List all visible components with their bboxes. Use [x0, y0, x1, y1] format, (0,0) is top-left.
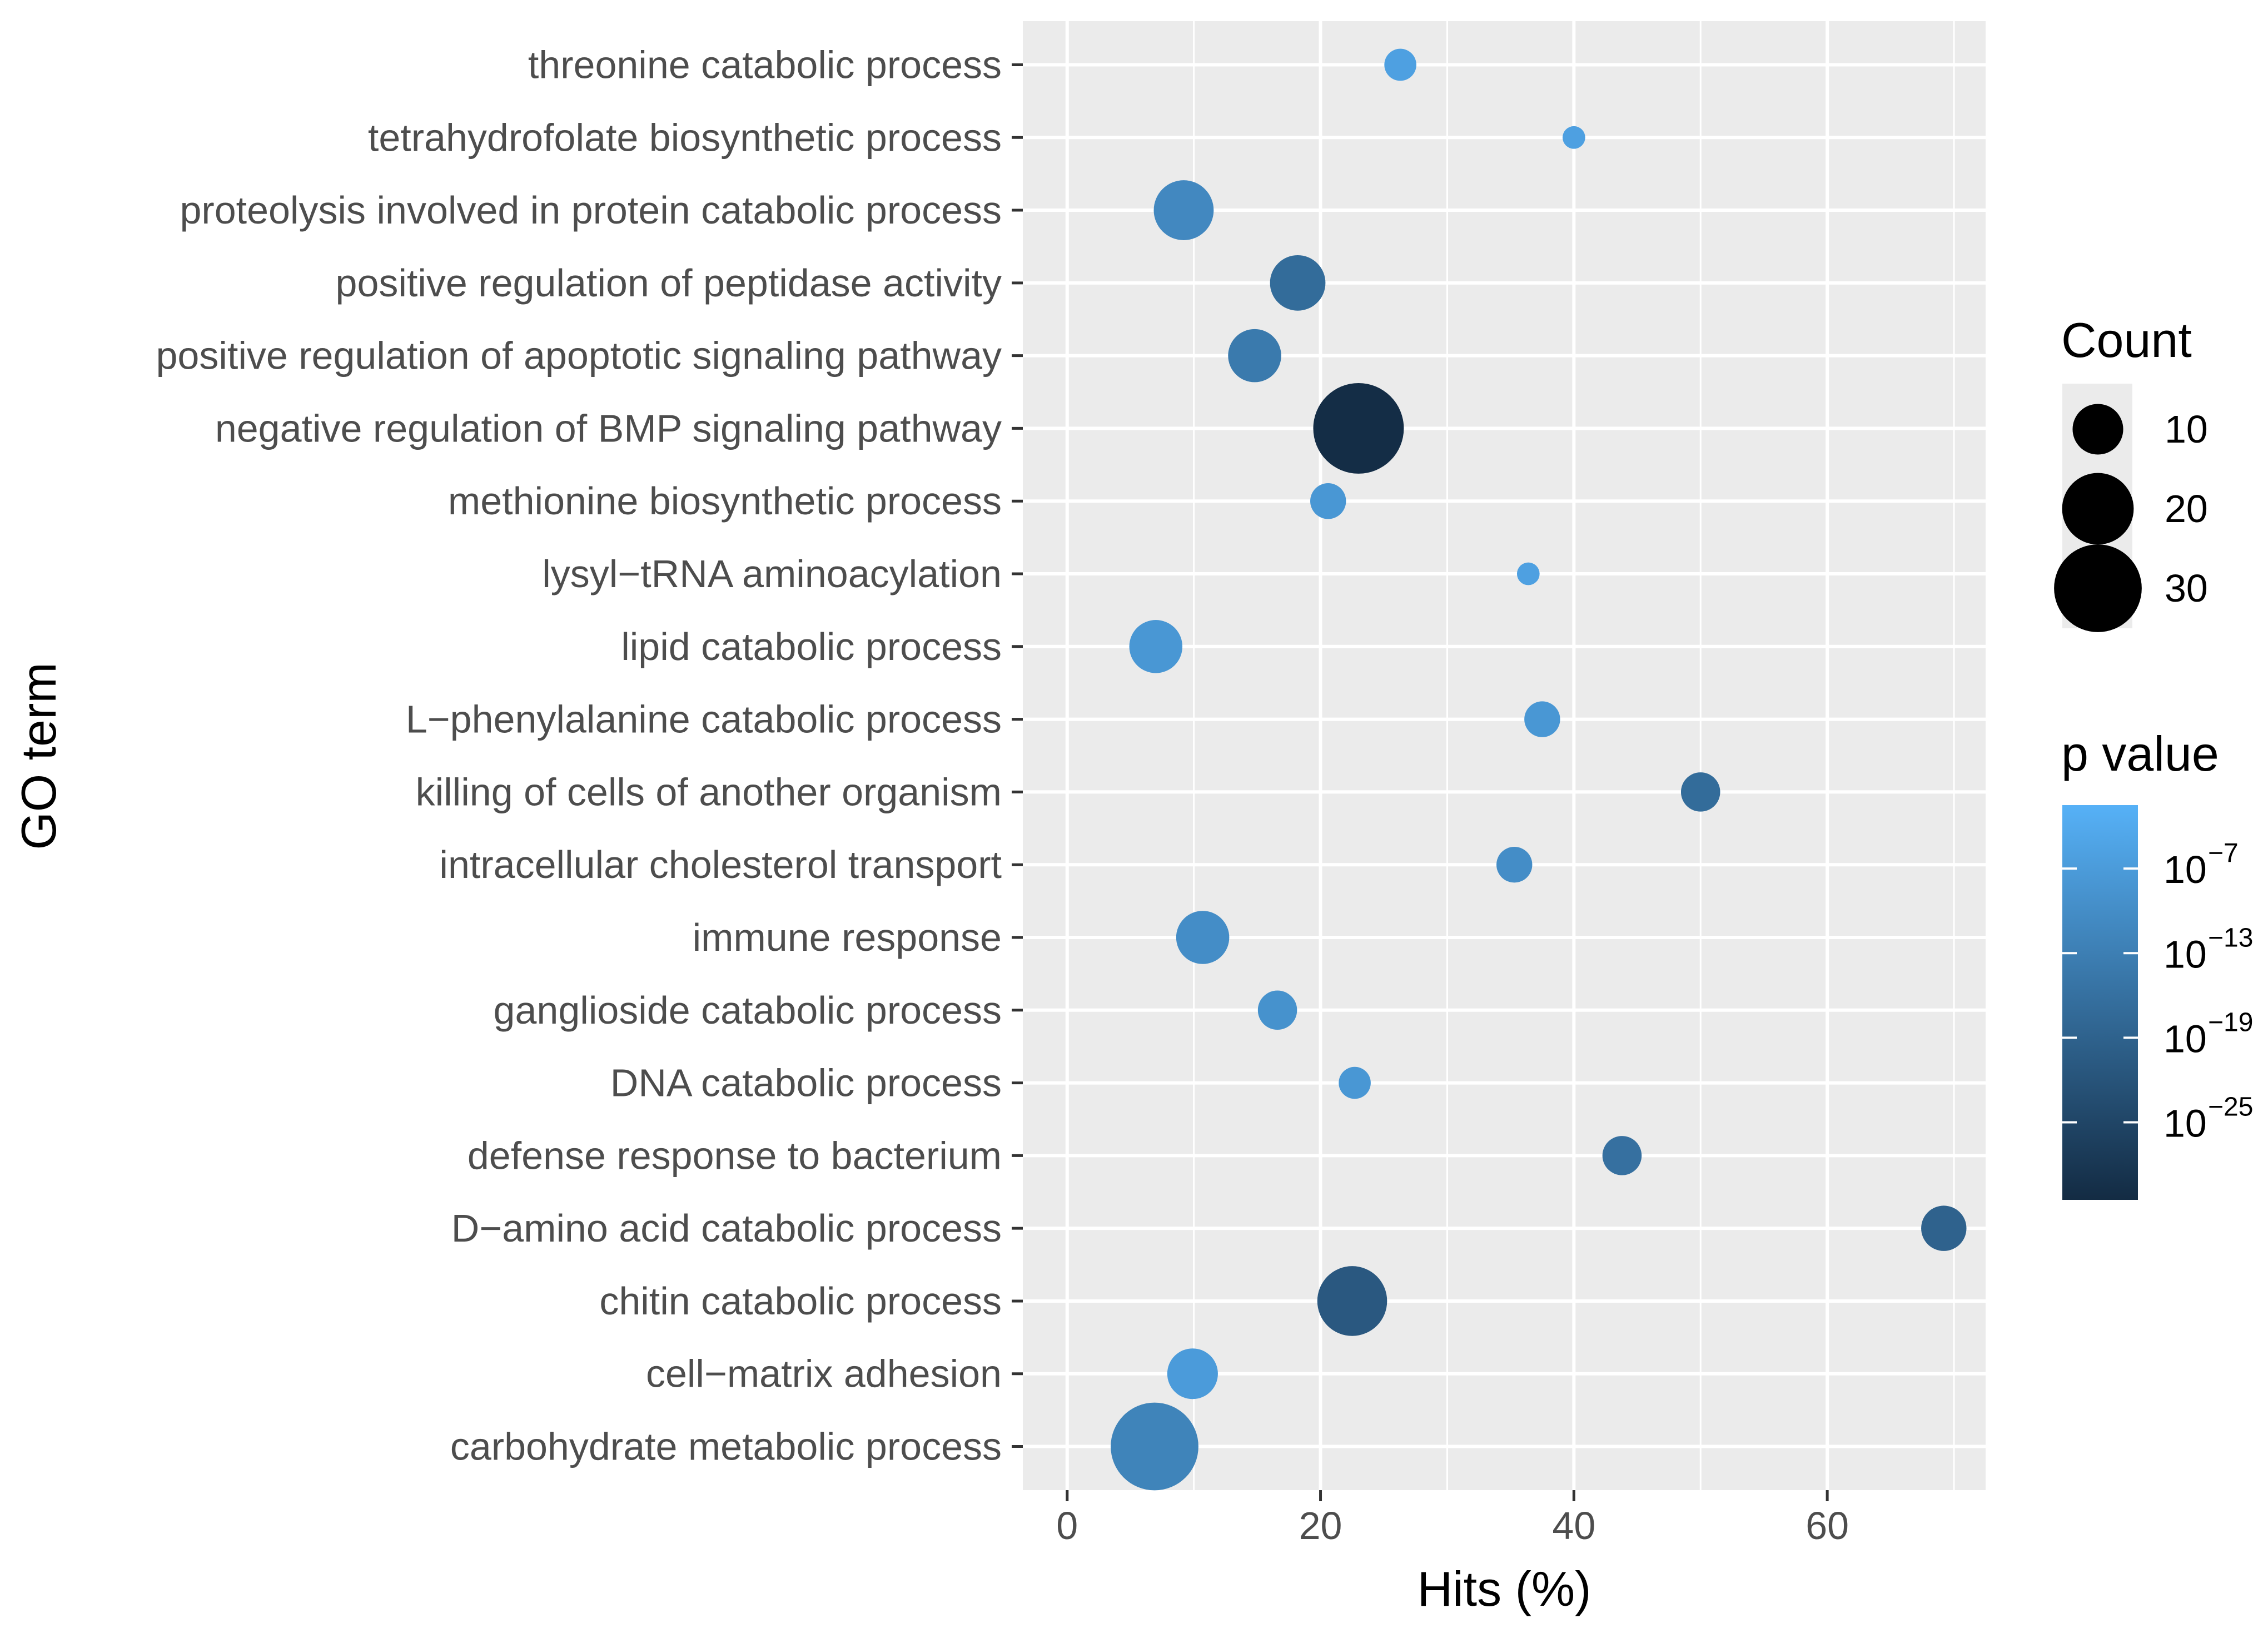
y-tick-label: L−phenylalanine catabolic process: [406, 698, 1002, 741]
y-tick-label: cell−matrix adhesion: [646, 1352, 1002, 1396]
y-tick-label: intracellular cholesterol transport: [439, 843, 1002, 886]
x-tick-label: 20: [1299, 1504, 1342, 1547]
y-tick-label: methionine biosynthetic process: [448, 479, 1002, 523]
x-tick-label: 40: [1552, 1504, 1595, 1547]
y-tick-label: positive regulation of peptidase activit…: [336, 261, 1002, 305]
x-tick-label: 60: [1806, 1504, 1849, 1547]
data-point: [1516, 562, 1540, 585]
data-point: [1921, 1205, 1967, 1251]
data-point: [1153, 180, 1214, 240]
y-tick-label: lysyl−tRNA aminoacylation: [542, 552, 1002, 595]
legend-p-value-label: 10: [2163, 932, 2207, 976]
legend-count-symbol: [2072, 404, 2123, 455]
y-tick-label: negative regulation of BMP signaling pat…: [215, 406, 1002, 450]
y-tick-label: ganglioside catabolic process: [494, 989, 1002, 1032]
legend-count-title: Count: [2061, 312, 2192, 368]
x-axis: 0 20 40 60: [1056, 1490, 1849, 1547]
data-point: [1257, 990, 1297, 1030]
legend-p-value-label: 10: [2163, 1102, 2207, 1145]
data-point: [1228, 329, 1281, 383]
legend-p-value-label-exponent: −25: [2208, 1093, 2253, 1122]
data-point: [1317, 1266, 1387, 1336]
plot-panel: [1023, 21, 1986, 1490]
y-tick-label: positive regulation of apoptotic signali…: [156, 334, 1002, 378]
data-point: [1167, 1348, 1218, 1399]
legend-p-value-label-exponent: −7: [2208, 838, 2239, 868]
legend-p-value-label-exponent: −19: [2208, 1007, 2253, 1037]
data-point: [1310, 483, 1346, 519]
y-tick-label: chitin catabolic process: [599, 1279, 1002, 1323]
legend-count-symbol: [2062, 473, 2134, 545]
x-axis-title: Hits (%): [1418, 1561, 1591, 1616]
data-point: [1562, 126, 1585, 149]
data-point: [1496, 846, 1533, 883]
legend-p-value-label-exponent: −13: [2208, 923, 2253, 952]
legend-count-label: 10: [2165, 408, 2208, 451]
data-point: [1129, 620, 1183, 673]
data-point: [1270, 255, 1326, 311]
y-tick-label: lipid catabolic process: [621, 625, 1002, 668]
data-point: [1339, 1066, 1371, 1099]
y-tick-label: proteolysis involved in protein cataboli…: [180, 188, 1002, 232]
y-tick-label: defense response to bacterium: [467, 1134, 1002, 1177]
legend-p-value-label: 10: [2163, 848, 2207, 891]
y-tick-label: immune response: [693, 916, 1002, 959]
y-tick-label: D−amino acid catabolic process: [451, 1207, 1002, 1250]
x-tick-label: 0: [1056, 1504, 1078, 1547]
y-axis: threonine catabolic process tetrahydrofol…: [156, 43, 1023, 1468]
data-point: [1602, 1136, 1642, 1175]
data-point: [1176, 911, 1230, 964]
y-tick-label: tetrahydrofolate biosynthetic process: [368, 116, 1002, 159]
data-point: [1680, 772, 1720, 812]
legend-count: Count 10 20 30: [2054, 312, 2208, 632]
y-axis-title: GO term: [11, 662, 66, 850]
legend-p-value-label: 10: [2163, 1017, 2207, 1060]
legend-count-symbol: [2054, 544, 2142, 632]
data-points: [1111, 48, 1967, 1491]
data-point: [1384, 48, 1416, 81]
y-tick-label: killing of cells of another organism: [416, 770, 1002, 813]
grid-major: [1023, 21, 1986, 1490]
legend-count-label: 30: [2165, 567, 2208, 610]
y-tick-label: carbohydrate metabolic process: [450, 1425, 1002, 1468]
data-point: [1524, 701, 1560, 737]
y-tick-label: DNA catabolic process: [610, 1061, 1002, 1105]
legend-p-value-colorbar: [2062, 805, 2138, 1200]
legend-count-label: 20: [2165, 487, 2208, 530]
legend-p-value-title: p value: [2061, 726, 2219, 781]
data-point: [1111, 1402, 1198, 1491]
y-tick-label: threonine catabolic process: [528, 43, 1002, 86]
data-point: [1313, 383, 1404, 474]
